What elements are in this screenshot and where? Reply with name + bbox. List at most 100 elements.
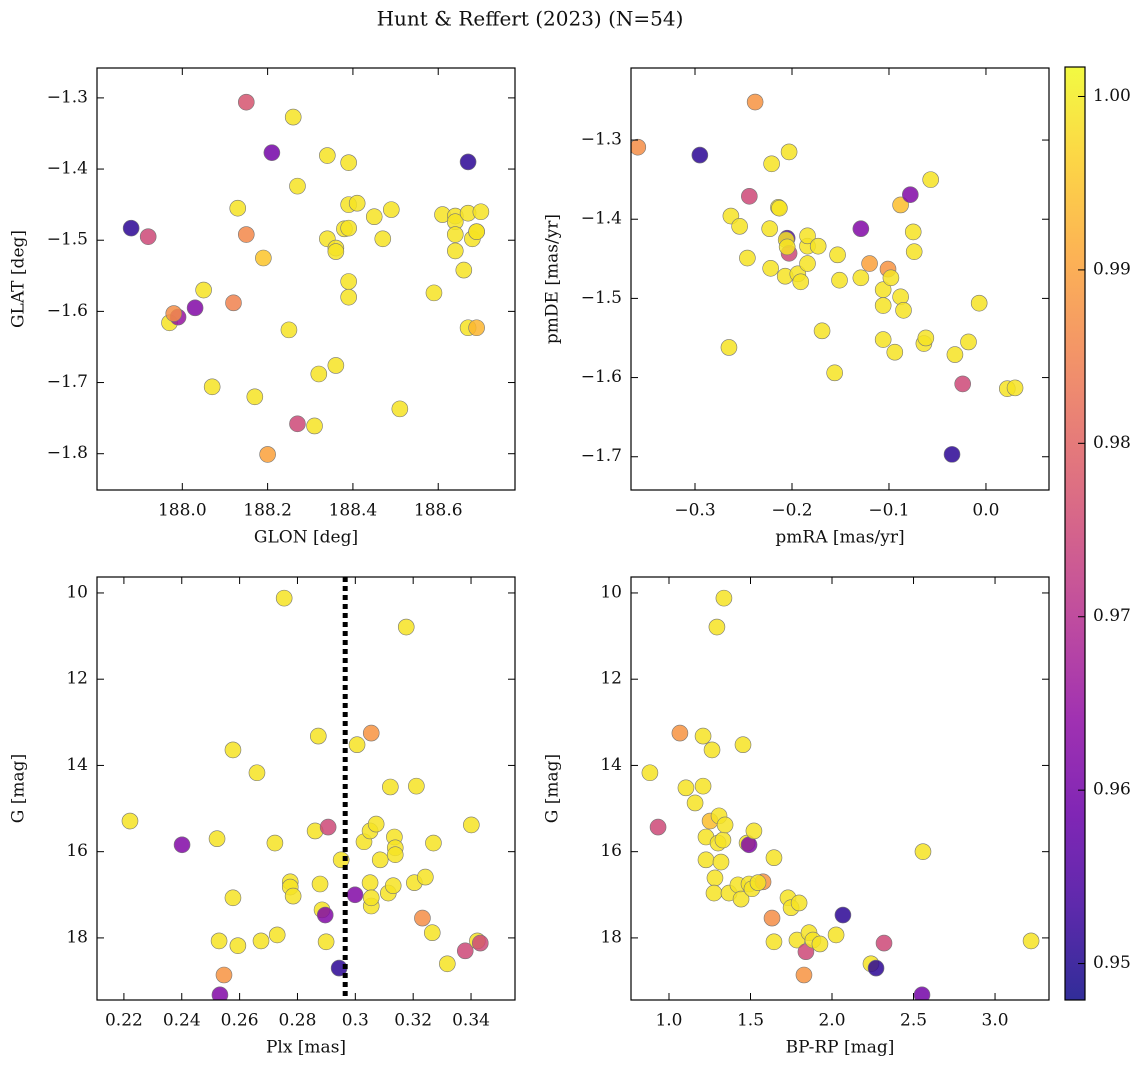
point [327,243,345,260]
point [765,933,783,951]
point [255,249,272,267]
point [121,812,139,830]
point [813,322,831,340]
point [371,851,389,869]
point [809,237,827,255]
x-tick-label: 1.0 [655,1011,682,1031]
point [348,736,366,754]
y-tick-label: 18 [66,927,88,947]
point [237,226,255,243]
y-tick-label: −1.8 [47,443,88,463]
y-axis-label: GLAT [deg] [9,230,29,328]
point [778,238,796,256]
point [468,223,485,240]
point [706,869,724,887]
point [904,223,922,241]
y-tick-label: 14 [600,755,622,775]
point [165,305,183,322]
point [714,831,732,849]
x-tick-label: 188.6 [414,501,463,521]
axes-frame [96,67,516,491]
point [309,727,327,745]
colorbar-tick-label: 0.97 [1093,606,1131,626]
point [263,144,281,161]
y-tick-label: 14 [66,755,88,775]
point [195,281,212,299]
point [266,834,284,852]
point [425,284,443,302]
x-axis-label: Plx [mas] [266,1038,346,1058]
y-tick-label: −1.5 [581,288,622,308]
point [275,589,293,607]
y-tick-label: −1.3 [47,87,88,107]
point [317,933,335,951]
point [641,764,659,782]
x-tick-label: 1.5 [737,1011,764,1031]
y-axis-label: G [mag] [9,754,29,823]
point [734,736,752,754]
x-tick-label: −0.2 [771,501,812,521]
point [203,378,221,396]
point [246,388,264,406]
point [340,219,357,237]
point [332,851,350,869]
point [391,400,409,418]
y-tick-label: −1.6 [47,301,88,321]
figure-title: Hunt & Reffert (2023) (N=54) [377,7,684,31]
point [319,818,337,836]
point [703,741,721,759]
colorbar-tick-label: 0.98 [1093,433,1131,453]
point [677,779,695,797]
x-tick-label: 0.0 [972,501,999,521]
colorbar-tick-label: 0.95 [1093,953,1131,973]
point [694,727,712,745]
x-tick-label: 188.4 [329,501,378,521]
point [771,199,788,217]
x-tick-label: 0.34 [452,1011,490,1031]
point [383,201,400,218]
point [367,815,385,833]
point [225,294,242,312]
plot-area [121,577,489,1000]
x-tick-label: 2.5 [900,1011,927,1031]
point [417,868,434,886]
point [922,171,939,188]
point [289,415,306,433]
point [423,924,441,942]
point [716,816,734,834]
point [732,890,750,908]
point [905,243,923,260]
point [1022,932,1040,950]
point [311,875,329,893]
point [439,955,456,973]
point [211,986,229,1000]
point [892,196,909,214]
point [186,299,204,317]
y-tick-label: 18 [600,927,622,947]
point [284,108,302,126]
point [340,273,357,290]
point [471,934,489,952]
point [340,154,357,171]
point [762,260,779,277]
point [631,138,647,156]
colorbar-tick-label: 0.96 [1093,780,1131,800]
point [649,818,667,836]
y-axis-label: pmDE [mas/yr] [543,214,563,344]
y-tick-label: 12 [600,669,622,689]
point [831,271,848,289]
point [829,246,846,264]
point [463,816,480,834]
point [361,874,379,892]
point [319,147,336,164]
point [852,220,870,238]
point [892,288,909,306]
x-tick-label: 188.0 [158,501,207,521]
point [310,365,328,383]
point [761,220,778,238]
point [763,909,781,927]
x-tick-label: 0.26 [221,1011,259,1031]
point [362,724,380,742]
x-tick-label: 2.0 [818,1011,845,1031]
x-tick-label: −0.1 [868,501,909,521]
